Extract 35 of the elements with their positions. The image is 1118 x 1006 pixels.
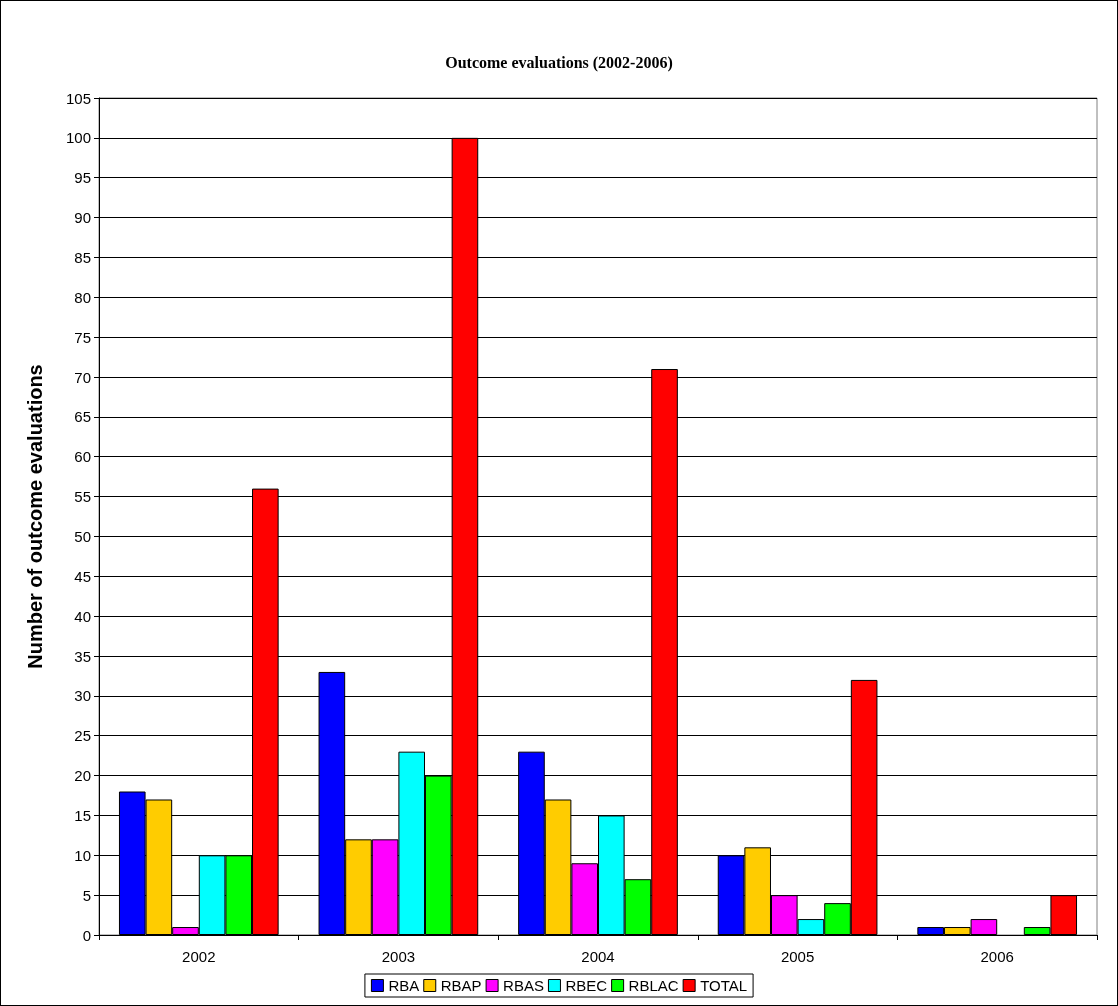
y-tick-label: 10 [74, 846, 91, 864]
y-tick-label: 95 [74, 169, 91, 187]
y-tick-label: 15 [74, 806, 91, 824]
legend-label: RBLAC [628, 977, 679, 994]
y-tick-label: 85 [74, 248, 91, 266]
y-tick-label: 80 [74, 288, 91, 306]
y-tick-label: 5 [82, 886, 91, 904]
x-tick-label: 2004 [581, 948, 615, 965]
y-tick-label: 35 [74, 647, 91, 665]
y-axis-title: Number of outcome evaluations [24, 364, 46, 669]
x-tick-label: 2005 [780, 948, 815, 965]
y-tick-label: 60 [74, 448, 91, 466]
y-tick-label: 75 [74, 328, 91, 346]
y-tick-label: 30 [74, 687, 91, 705]
y-tick-label: 65 [74, 408, 91, 426]
y-tick-label: 100 [65, 129, 91, 147]
y-tick-label: 55 [74, 488, 91, 506]
legend-label: RBAS [503, 977, 544, 994]
x-tick-label: 2006 [980, 948, 1014, 965]
legend-label: RBAP [440, 977, 482, 994]
y-tick-label: 105 [65, 89, 91, 107]
y-tick-label: 70 [74, 368, 91, 386]
y-tick-label: 25 [74, 727, 91, 745]
y-tick-label: 0 [82, 926, 91, 944]
legend-label: TOTAL [700, 977, 748, 994]
y-tick-label: 20 [74, 767, 91, 785]
y-tick-label: 50 [74, 527, 91, 545]
legend-label: RBEC [565, 977, 608, 994]
y-tick-label: 40 [74, 607, 91, 625]
x-tick-label: 2002 [182, 948, 216, 965]
y-tick-label: 45 [74, 567, 91, 585]
chart-title: Outcome evaluations (2002-2006) [445, 53, 673, 72]
x-tick-label: 2003 [381, 948, 416, 965]
y-tick-label: 90 [74, 209, 91, 227]
legend-label: RBA [388, 977, 420, 994]
